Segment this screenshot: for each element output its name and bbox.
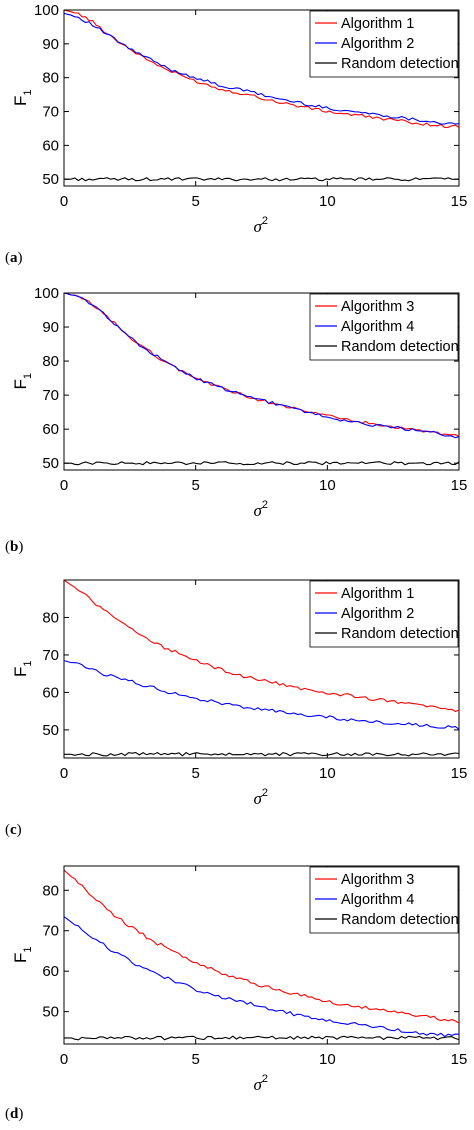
x-tick-label: 0 xyxy=(60,477,68,494)
axes-frame xyxy=(63,579,460,759)
x-tick-label: 0 xyxy=(60,1051,68,1068)
legend-box xyxy=(309,580,459,648)
y-tick-label: 90 xyxy=(42,319,59,336)
legend-entry: Algorithm 2 xyxy=(341,36,414,52)
legend-entry: Random detection xyxy=(341,56,459,72)
y-tick-label: 50 xyxy=(42,1004,59,1021)
legend-box xyxy=(309,293,459,361)
legend-entry: Random detection xyxy=(341,626,459,642)
y-tick-label: 50 xyxy=(42,722,59,739)
series-line-3 xyxy=(64,751,460,757)
series-line-2 xyxy=(63,916,460,1038)
series-line-1 xyxy=(63,869,460,1024)
y-tick-label: 70 xyxy=(42,387,59,404)
panel-a: 0 5 10 15 50 60 70 80 90 100 σ2 F1 Algorithm 1 Algori… xyxy=(5,2,467,266)
y-tick-label: 100 xyxy=(34,2,59,19)
legend-entry: Algorithm 1 xyxy=(341,586,414,602)
axes-frame xyxy=(63,865,460,1045)
x-axis-label: σ2 xyxy=(254,1073,269,1094)
y-tick-label: 60 xyxy=(42,963,59,980)
x-tick-label: 10 xyxy=(319,477,336,494)
x-tick-label: 15 xyxy=(451,477,468,494)
legend-box xyxy=(309,10,459,78)
legend-entry: Random detection xyxy=(341,339,459,355)
y-tick-label: 60 xyxy=(42,684,59,701)
x-tick-label: 15 xyxy=(451,1051,468,1068)
x-tick-label: 5 xyxy=(191,1051,199,1068)
y-axis-label: F1 xyxy=(11,946,34,963)
panel-label: (d) xyxy=(5,1106,23,1122)
legend-entry: Algorithm 2 xyxy=(341,606,414,622)
series-line-2 xyxy=(63,292,460,439)
y-axis-label: F1 xyxy=(11,660,34,677)
y-tick-label: 70 xyxy=(42,923,59,940)
series-line-3 xyxy=(64,1035,460,1041)
axes-frame xyxy=(63,9,460,187)
x-tick-label: 0 xyxy=(60,193,68,210)
x-tick-label: 5 xyxy=(191,193,199,210)
x-axis-label: σ2 xyxy=(254,499,269,520)
x-tick-label: 5 xyxy=(191,477,199,494)
y-tick-label: 90 xyxy=(42,36,59,53)
y-axis-label: F1 xyxy=(11,89,34,106)
legend-entry: Algorithm 3 xyxy=(341,872,414,888)
legend-entry: Algorithm 4 xyxy=(341,319,414,335)
y-tick-label: 60 xyxy=(42,137,59,154)
y-tick-label: 80 xyxy=(42,70,59,87)
y-tick-label: 80 xyxy=(42,609,59,626)
panel-label: (c) xyxy=(5,822,22,838)
x-tick-label: 15 xyxy=(451,193,468,210)
x-tick-label: 10 xyxy=(319,1051,336,1068)
y-tick-label: 70 xyxy=(42,104,59,121)
y-tick-label: 70 xyxy=(42,647,59,664)
x-tick-label: 0 xyxy=(60,765,68,782)
legend-entry: Algorithm 4 xyxy=(341,892,414,908)
y-tick-label: 80 xyxy=(42,882,59,899)
panel-c: 0 5 10 15 50 60 70 80 σ2 F1 Algorithm 1 Algorithm 2… xyxy=(5,579,468,838)
x-axis-label: σ2 xyxy=(254,787,269,808)
y-tick-label: 50 xyxy=(42,455,59,472)
panel-label: (b) xyxy=(5,539,23,555)
y-tick-label: 60 xyxy=(42,421,59,438)
x-tick-label: 15 xyxy=(451,765,468,782)
series-line-2 xyxy=(63,660,460,730)
axes-frame xyxy=(63,292,460,471)
panel-b: 0 5 10 15 50 60 70 80 90 100 σ2 F1 Algorithm 3 Algori… xyxy=(5,285,467,555)
series-line-2 xyxy=(63,12,460,125)
x-tick-label: 10 xyxy=(319,193,336,210)
series-line-1 xyxy=(63,579,460,713)
panel-label: (a) xyxy=(5,250,23,266)
x-axis-label: σ2 xyxy=(254,215,269,236)
y-tick-label: 100 xyxy=(34,285,59,302)
x-tick-label: 10 xyxy=(319,765,336,782)
legend-box xyxy=(309,866,459,934)
legend-entry: Algorithm 3 xyxy=(341,299,414,315)
legend-entry: Algorithm 1 xyxy=(341,16,414,32)
y-tick-label: 50 xyxy=(42,171,59,188)
y-tick-label: 80 xyxy=(42,353,59,370)
series-line-3 xyxy=(64,461,460,466)
y-axis-label: F1 xyxy=(11,373,34,390)
x-tick-label: 5 xyxy=(191,765,199,782)
series-line-3 xyxy=(64,177,460,182)
legend-entry: Random detection xyxy=(341,912,459,928)
panel-d: 0 5 10 15 50 60 70 80 σ2 F1 Algorithm 3 Algorithm 4… xyxy=(5,865,468,1122)
